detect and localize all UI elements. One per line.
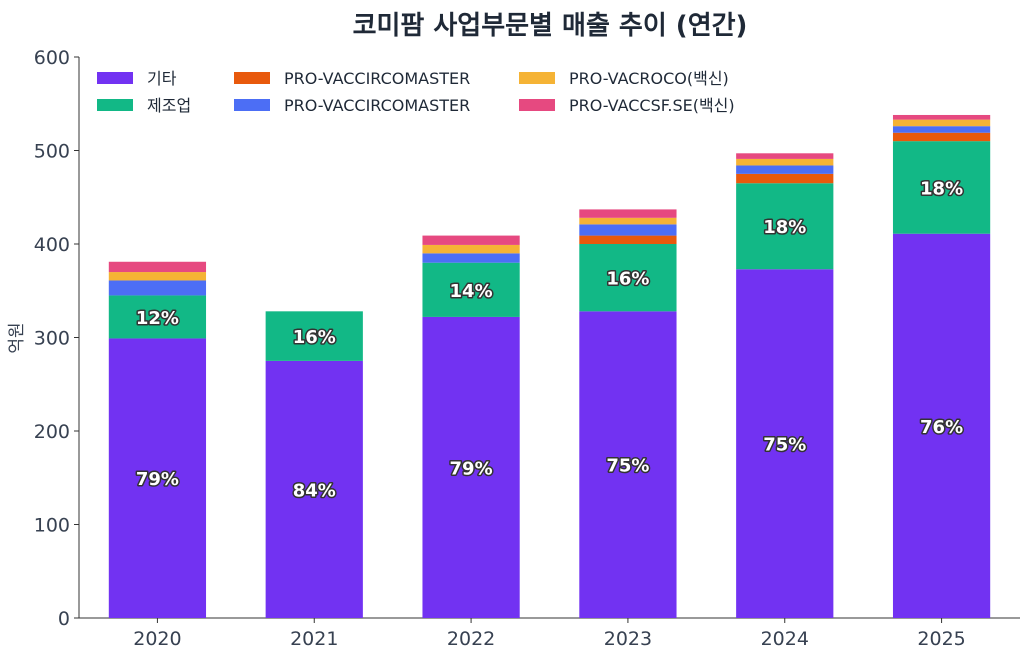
y-axis-label: 억원 [7, 322, 27, 353]
bar-segment [736, 269, 834, 618]
y-tick-label: 600 [34, 47, 70, 69]
y-tick-label: 0 [58, 608, 70, 630]
legend-label: PRO-VACCIRCOMASTER [284, 96, 470, 115]
y-ticks-group: 0 100 200 300 400 500 600 [34, 47, 79, 630]
bar-segment [892, 233, 991, 618]
bar-segment [422, 244, 520, 254]
bar-segment [265, 360, 363, 618]
bar-data-label: 84% [293, 480, 336, 501]
legend-label: PRO-VACCSF.SE(백신) [569, 96, 735, 115]
bar-data-label: 79% [450, 458, 493, 479]
y-tick-label: 200 [34, 421, 70, 443]
bar-segment [579, 235, 677, 244]
bar-segment [265, 311, 363, 361]
y-tick-label: 400 [34, 234, 70, 256]
bar-segment [108, 280, 207, 296]
y-tick-label: 100 [34, 515, 70, 537]
bar-segment [422, 253, 520, 263]
bar-segment [892, 132, 991, 142]
bar-segment [108, 261, 207, 273]
bar-data-label: 79% [136, 469, 179, 490]
bar-data-label: 75% [763, 435, 806, 456]
bar-segment [422, 316, 520, 618]
x-tick-label: 2021 [290, 628, 338, 650]
legend-label: 기타 [147, 69, 177, 88]
bar-segment [736, 183, 834, 270]
x-tick-label: 2024 [761, 628, 809, 650]
bar-segment [422, 235, 520, 245]
x-tick-label: 2023 [604, 628, 652, 650]
bar-segment [736, 165, 834, 174]
bar-segment [108, 295, 207, 339]
bar-segment [579, 217, 677, 225]
bar-segment [422, 262, 520, 317]
legend-swatch [234, 99, 270, 111]
x-tick-label: 2025 [917, 628, 965, 650]
legend-swatch [234, 72, 270, 84]
bar-data-label: 18% [920, 178, 963, 199]
legend-swatch [97, 72, 133, 84]
bar-data-label: 16% [606, 269, 649, 290]
bar-data-label: 14% [450, 281, 493, 302]
bar-segment [736, 158, 834, 166]
bar-segment [892, 141, 991, 234]
y-tick-label: 500 [34, 141, 70, 163]
bars-group [108, 114, 991, 618]
legend-swatch [519, 72, 555, 84]
chart-title: 코미팜 사업부문별 매출 추이 (연간) [353, 11, 748, 41]
bar-segment [579, 209, 677, 218]
bar-segment [892, 114, 991, 120]
x-tick-label: 2020 [133, 628, 181, 650]
bar-labels-group: 79% 12% 84% 16% 79% 14% 75% 16% 75% 18% 76% 18% [134, 177, 964, 503]
bar-segment [108, 272, 207, 281]
x-tick-label: 2022 [447, 628, 495, 650]
bar-segment [736, 153, 834, 159]
bar-segment [108, 338, 207, 618]
bar-segment [579, 311, 677, 618]
x-ticks-group: 2020 2021 2022 2023 2024 2025 [133, 618, 966, 650]
legend-label: PRO-VACCIRCOMASTER [284, 69, 470, 88]
bar-data-label: 16% [293, 327, 336, 348]
bar-data-label: 75% [606, 456, 649, 477]
bar-segment [892, 126, 991, 133]
bar-segment [579, 244, 677, 312]
bar-data-label: 76% [920, 417, 963, 438]
legend-label: PRO-VACROCO(백신) [569, 69, 729, 88]
bar-segment [736, 173, 834, 184]
bar-segment [892, 119, 991, 127]
bar-segment [579, 224, 677, 236]
bar-data-label: 12% [136, 308, 179, 329]
bar-data-label: 18% [763, 217, 806, 238]
legend-swatch [519, 99, 555, 111]
legend-label: 제조업 [147, 96, 191, 115]
y-tick-label: 300 [34, 328, 70, 350]
legend-swatch [97, 99, 133, 111]
